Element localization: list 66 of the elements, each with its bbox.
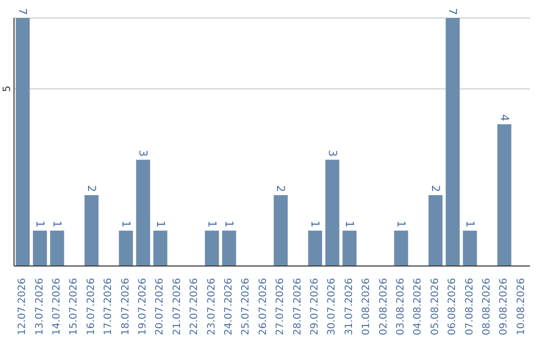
x-tick-label: 05.08.2026 xyxy=(430,278,441,336)
bar xyxy=(153,230,168,266)
x-tick-label: 09.08.2026 xyxy=(498,278,510,336)
x-tick-label: 08.08.2026 xyxy=(482,278,492,336)
data-label: 1 xyxy=(308,220,322,228)
x-tick-label: 18.07.2026 xyxy=(120,278,132,336)
data-label: 3 xyxy=(136,150,150,157)
bar xyxy=(222,230,236,266)
x-tick-label: 07.08.2026 xyxy=(464,278,476,336)
data-label: 1 xyxy=(343,220,356,228)
bar xyxy=(204,230,219,266)
x-tick-label: 29.07.2026 xyxy=(310,278,320,336)
bar xyxy=(136,160,150,266)
data-label: 1 xyxy=(50,220,64,228)
x-tick-label: 31.07.2026 xyxy=(344,278,355,336)
bar xyxy=(274,195,288,266)
data-label: 1 xyxy=(154,220,167,228)
x-tick-label: 02.08.2026 xyxy=(378,278,390,336)
data-label: 1 xyxy=(205,220,218,228)
x-tick-label: 10.08.2026 xyxy=(516,278,527,336)
data-label: 1 xyxy=(463,220,476,228)
x-tick-label: 25.07.2026 xyxy=(240,278,252,336)
data-label: 1 xyxy=(119,220,132,228)
x-tick-label: 06.08.2026 xyxy=(447,278,458,336)
x-tick-label: 27.07.2026 xyxy=(275,278,286,336)
x-tick-label: 26.07.2026 xyxy=(258,278,269,336)
data-label: 2 xyxy=(85,185,98,192)
x-tick-label: 20.07.2026 xyxy=(154,278,166,336)
data-label: 4 xyxy=(498,114,511,122)
bar xyxy=(446,18,460,266)
x-tick-label: 16.07.2026 xyxy=(86,278,97,336)
bar xyxy=(497,124,512,266)
data-label: 1 xyxy=(394,220,408,228)
x-tick-label: 23.07.2026 xyxy=(206,278,218,336)
x-tick-label: 01.08.2026 xyxy=(361,278,372,336)
bar xyxy=(394,230,408,266)
x-tick-label: 19.07.2026 xyxy=(138,278,148,336)
bar xyxy=(32,230,47,266)
y-tick-label: 5 xyxy=(2,86,13,92)
data-label: 2 xyxy=(274,185,288,192)
data-label: 7 xyxy=(16,8,30,15)
x-tick-label: 12.07.2026 xyxy=(17,278,28,336)
bar xyxy=(428,195,443,266)
x-tick-label: 28.07.2026 xyxy=(292,278,304,336)
bar xyxy=(462,230,477,266)
x-tick-label: 14.07.2026 xyxy=(52,278,62,336)
x-tick-label: 21.07.2026 xyxy=(172,278,183,336)
x-tick-label: 30.07.2026 xyxy=(326,278,338,336)
data-label: 7 xyxy=(446,8,460,15)
data-label: 1 xyxy=(222,220,236,228)
bar xyxy=(50,230,64,266)
data-label: 1 xyxy=(33,220,46,228)
data-label: 2 xyxy=(429,185,442,192)
bar xyxy=(84,195,99,266)
bar xyxy=(325,160,340,266)
bar xyxy=(308,230,322,266)
x-tick-label: 04.08.2026 xyxy=(412,278,424,336)
bar xyxy=(342,230,357,266)
x-tick-label: 24.07.2026 xyxy=(224,278,234,336)
x-tick-label: 15.07.2026 xyxy=(68,278,80,336)
x-tick-label: 03.08.2026 xyxy=(396,278,406,336)
x-tick-label: 13.07.2026 xyxy=(34,278,46,336)
x-tick-label: 17.07.2026 xyxy=(103,278,114,336)
x-tick-label: 22.07.2026 xyxy=(189,278,200,336)
data-label: 3 xyxy=(326,150,339,157)
bar xyxy=(118,230,133,266)
